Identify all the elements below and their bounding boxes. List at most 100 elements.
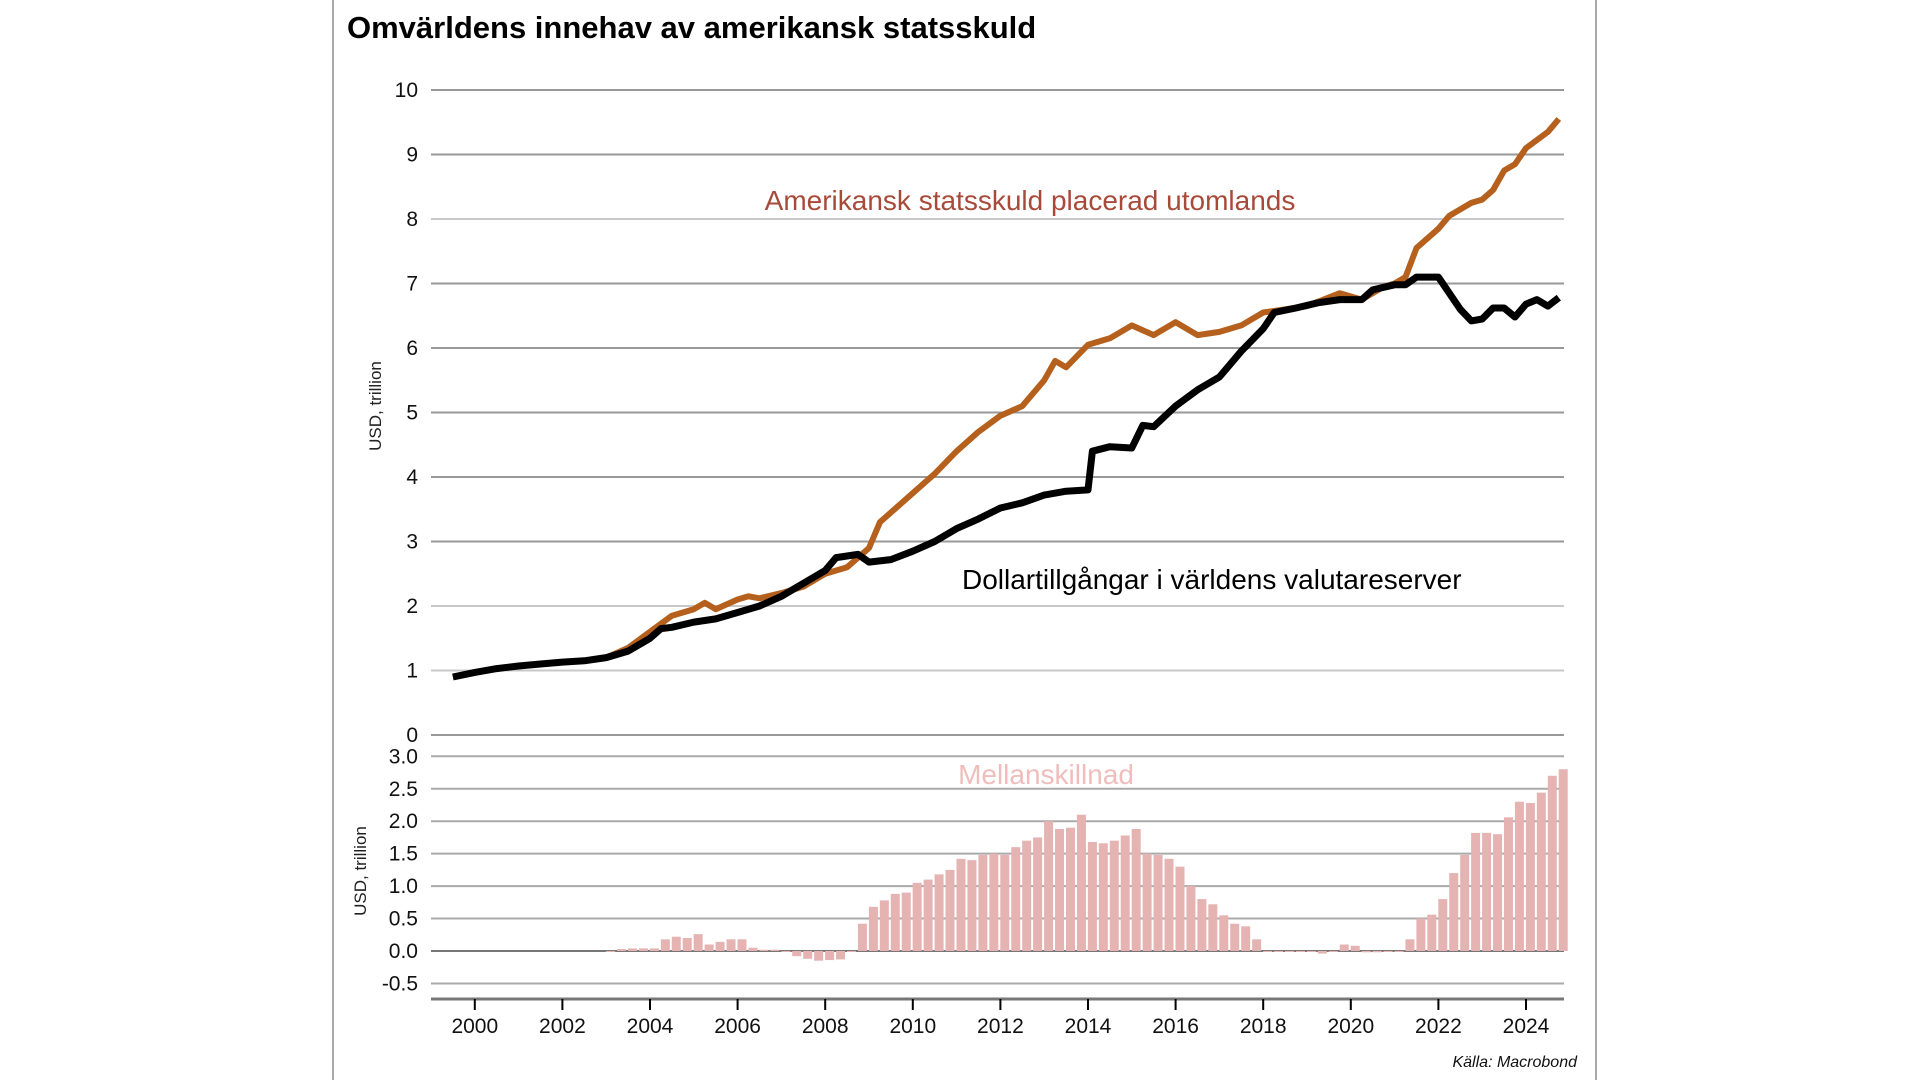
bar: [1087, 841, 1097, 951]
bar: [1164, 858, 1174, 951]
bar: [879, 900, 889, 951]
bar: [989, 853, 999, 951]
bar: [748, 947, 758, 951]
bar: [912, 882, 922, 951]
y-tick-label: 7: [406, 273, 418, 296]
bar: [1493, 834, 1503, 951]
bar: [759, 949, 769, 951]
x-tick-label: 2004: [627, 1015, 674, 1038]
bar: [638, 948, 648, 951]
x-tick-label: 2008: [802, 1015, 849, 1038]
bar: [1230, 923, 1240, 951]
bar: [617, 949, 627, 951]
bar: [1284, 951, 1294, 952]
bar-series-label: Mellanskillnad: [958, 759, 1134, 790]
bar: [770, 949, 780, 951]
series-line: [452, 273, 1561, 681]
bar: [1274, 951, 1284, 952]
bar: [1514, 801, 1524, 951]
x-tick-label: 2022: [1415, 1015, 1462, 1038]
bar: [1153, 854, 1163, 951]
bar: [945, 869, 955, 951]
y-tick-label: 9: [406, 144, 418, 167]
bar: [737, 939, 747, 951]
x-tick-label: 2024: [1503, 1015, 1550, 1038]
bar: [1438, 899, 1448, 951]
y-tick-label: 3.0: [389, 745, 418, 768]
y-tick-label: 2: [406, 595, 418, 618]
bar: [1241, 926, 1251, 951]
bar: [1306, 951, 1316, 952]
bar: [1394, 951, 1404, 952]
bar: [1109, 840, 1119, 951]
bar: [1076, 814, 1086, 951]
bar: [1558, 769, 1568, 951]
x-tick-label: 2018: [1240, 1015, 1287, 1038]
bar: [1186, 886, 1196, 951]
bar: [1295, 951, 1305, 952]
bar: [781, 951, 791, 952]
series-label-foreign-debt: Amerikansk statsskuld placerad utomlands: [765, 185, 1296, 216]
x-tick-label: 2012: [977, 1015, 1024, 1038]
bar: [1449, 873, 1459, 951]
bar: [704, 944, 714, 951]
bar: [923, 879, 933, 951]
y-tick-label: 10: [395, 79, 418, 102]
x-tick-label: 2014: [1065, 1015, 1112, 1038]
bar: [890, 893, 900, 951]
bar: [1208, 904, 1218, 951]
y-tick-label: 0.0: [389, 940, 418, 963]
bar: [825, 951, 835, 961]
bar: [1536, 792, 1546, 951]
bar: [660, 939, 670, 951]
series-line: [452, 117, 1562, 680]
y-tick-label: 2.5: [389, 778, 418, 801]
bar: [814, 951, 824, 961]
bar: [836, 951, 846, 960]
bar: [606, 951, 616, 952]
bar: [1219, 915, 1229, 951]
bar: [792, 951, 802, 957]
bar: [1372, 951, 1382, 953]
bar: [956, 858, 966, 951]
bar: [1120, 835, 1130, 951]
bar: [1011, 847, 1021, 951]
y-tick-label: 2.0: [389, 810, 418, 833]
bar: [1000, 854, 1010, 951]
bar: [1416, 918, 1426, 951]
bar: [857, 923, 867, 951]
y-tick-label: 1: [406, 660, 418, 683]
bar: [1317, 951, 1327, 954]
bar: [1383, 951, 1393, 952]
bar: [1328, 951, 1338, 952]
bar: [1427, 914, 1437, 951]
bar: [1022, 840, 1032, 951]
lower-y-axis-label: USD, trillion: [351, 826, 370, 916]
bar: [1098, 843, 1108, 951]
bar: [1263, 951, 1273, 952]
y-tick-label: 1.0: [389, 875, 418, 898]
bar: [682, 938, 692, 951]
y-tick-label: 0: [406, 724, 418, 747]
bar: [868, 906, 878, 951]
bar: [671, 936, 681, 951]
bar: [1525, 803, 1535, 951]
bar: [693, 934, 703, 951]
source-note: Källa: Macrobond: [1452, 1054, 1578, 1071]
series-label-reserves: Dollartillgångar i världens valutareserv…: [962, 564, 1462, 595]
bar: [1339, 944, 1349, 951]
y-tick-label: 5: [406, 402, 418, 425]
y-tick-label: 8: [406, 208, 418, 231]
x-tick-label: 2010: [889, 1015, 936, 1038]
bar: [1131, 828, 1141, 951]
x-tick-label: 2020: [1327, 1015, 1374, 1038]
y-tick-label: 3: [406, 531, 418, 554]
bar: [967, 860, 977, 951]
bar: [1055, 828, 1065, 951]
bar: [1361, 951, 1371, 953]
x-tick-label: 2002: [539, 1015, 586, 1038]
bar: [978, 854, 988, 951]
bar: [1197, 899, 1207, 951]
bar: [1033, 837, 1043, 951]
